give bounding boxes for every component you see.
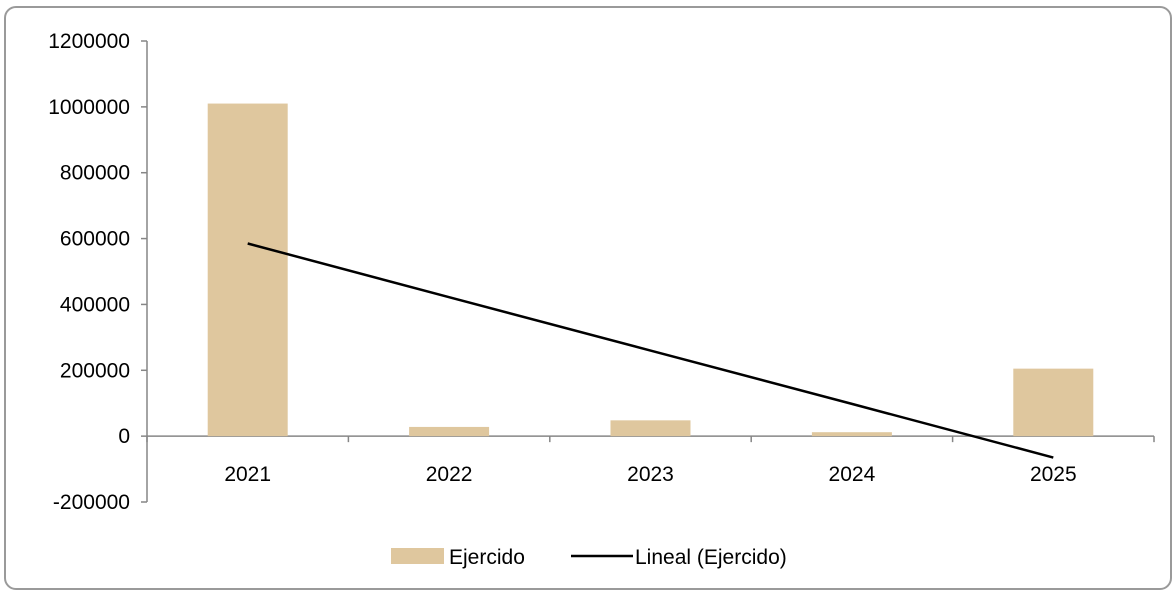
y-tick-label: 1200000	[48, 30, 130, 53]
bar	[207, 103, 288, 437]
legend: Ejercido Lineal (Ejercido)	[391, 546, 787, 569]
x-tick-label: 2021	[224, 463, 271, 486]
x-tick-label: 2024	[829, 463, 876, 486]
legend-swatch-bar	[391, 548, 444, 564]
legend-label-bar: Ejercido	[449, 546, 525, 569]
y-axis: 1200000 1000000 800000 600000 400000 200000 0 -…	[48, 30, 148, 514]
bar	[610, 420, 691, 437]
y-tick-label: 400000	[60, 293, 130, 316]
y-tick-label: 1000000	[48, 96, 130, 119]
trendline-series	[247, 242, 1054, 459]
y-tick-label: 600000	[60, 228, 130, 251]
x-tick-label: 2025	[1030, 463, 1077, 486]
x-tick-label: 2023	[627, 463, 674, 486]
bar	[409, 426, 490, 437]
x-axis: 2021 2022 2023 2024 2025	[146, 435, 1155, 486]
y-tick-label: 200000	[60, 359, 130, 382]
trendline	[247, 242, 1054, 459]
bar	[811, 432, 892, 437]
chart-frame: 1200000 1000000 800000 600000 400000 200000 0 -…	[4, 6, 1172, 590]
chart-svg: 1200000 1000000 800000 600000 400000 200000 0 -…	[48, 30, 1155, 569]
y-tick-label: 800000	[60, 162, 130, 185]
bar-series	[207, 103, 1094, 437]
y-tick-label: -200000	[53, 491, 130, 514]
legend-label-line: Lineal (Ejercido)	[635, 546, 787, 569]
bar	[1013, 368, 1094, 437]
x-tick-label: 2022	[426, 463, 473, 486]
y-tick-label: 0	[118, 425, 130, 448]
